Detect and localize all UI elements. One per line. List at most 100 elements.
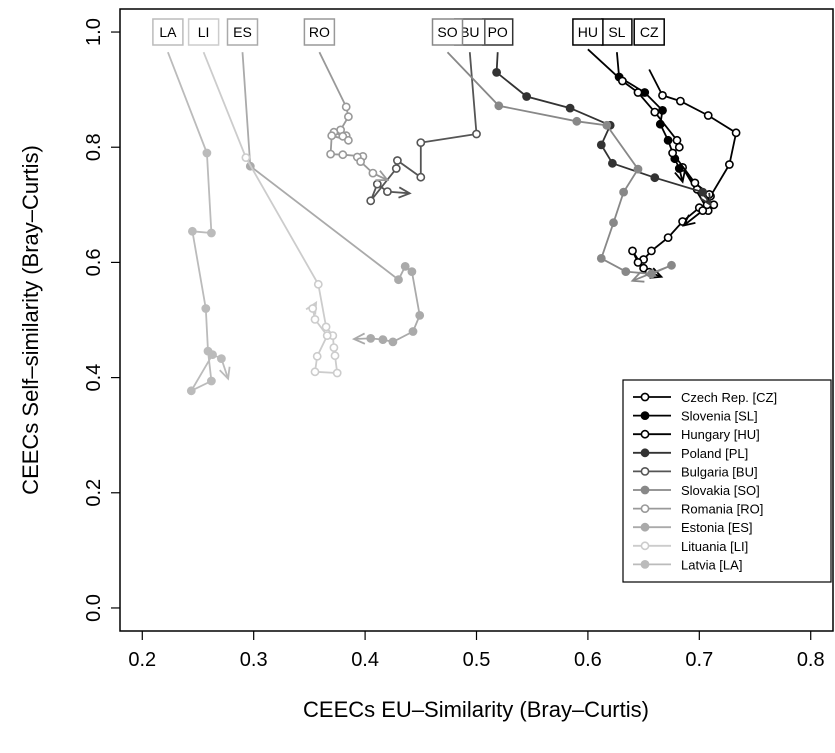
series-point	[338, 150, 348, 160]
legend-entry-po: Poland [PL]	[633, 446, 748, 461]
series-layer	[167, 48, 741, 396]
series-point	[391, 164, 401, 173]
legend-label: Slovakia [SO]	[681, 483, 760, 498]
country-tag-sl: SL	[601, 18, 633, 46]
series-po	[492, 52, 712, 207]
x-tick-label: 0.6	[574, 649, 602, 671]
series-line	[495, 52, 712, 206]
series-point	[343, 112, 353, 122]
series-point	[321, 322, 331, 332]
series-point	[472, 129, 481, 139]
y-tick-label: 0.6	[83, 249, 105, 277]
legend-entry-li: Lituania [LI]	[633, 539, 748, 554]
series-point	[698, 206, 708, 215]
series-point	[202, 148, 212, 158]
legend-frame	[622, 379, 832, 583]
series-la	[167, 51, 231, 396]
legend-marker	[640, 448, 650, 458]
series-point	[633, 164, 643, 174]
series-point	[206, 376, 216, 386]
series-point	[663, 135, 673, 145]
series-point	[633, 257, 643, 267]
country-tag-label: LA	[159, 24, 177, 40]
series-point	[187, 226, 197, 236]
x-tick-label: 0.2	[128, 649, 156, 671]
series-point	[329, 343, 339, 352]
series-point	[343, 135, 353, 145]
country-tag-po: PO	[481, 18, 514, 46]
country-tag-label: SO	[437, 24, 457, 40]
series-arrow	[375, 170, 390, 182]
country-tag-so: SO	[431, 18, 464, 46]
series-point	[674, 164, 684, 173]
series-point	[703, 111, 713, 120]
y-axis-title: CEECs Self–similarity (Bray–Curtis)	[18, 145, 43, 495]
country-tag-hu: HU	[572, 18, 604, 46]
y-tick-label: 0.0	[83, 594, 105, 622]
country-tag-label: HU	[578, 24, 598, 40]
series-point	[366, 333, 376, 343]
series-point	[415, 310, 425, 320]
series-so	[446, 51, 676, 283]
series-arrow	[674, 169, 686, 184]
legend-label: Hungary [HU]	[681, 427, 760, 442]
series-point	[658, 106, 667, 115]
series-point	[492, 68, 501, 77]
legend-marker	[640, 466, 650, 476]
series-point	[407, 267, 417, 276]
legend-label: Estonia [ES]	[681, 520, 753, 535]
legend-label: Romania [RO]	[681, 502, 763, 517]
legend-entry-cz: Czech Rep. [CZ]	[633, 390, 777, 405]
x-tick-label: 0.3	[240, 649, 268, 671]
series-arrow	[699, 192, 712, 207]
series-point	[416, 172, 426, 182]
x-tick-label: 0.4	[351, 649, 379, 671]
y-tick-label: 0.4	[83, 364, 105, 392]
series-point	[572, 116, 582, 126]
series-point	[341, 102, 351, 112]
series-point	[596, 253, 606, 263]
series-point	[731, 128, 741, 138]
series-point	[663, 233, 673, 242]
legend-label: Bulgaria [BU]	[681, 464, 758, 479]
series-point	[674, 142, 684, 152]
series-point	[647, 246, 656, 256]
series-point	[658, 91, 667, 100]
series-point	[332, 368, 342, 378]
series-point	[628, 246, 637, 256]
country-tag-label: ES	[233, 24, 252, 40]
series-point	[366, 196, 376, 206]
series-point	[312, 351, 322, 361]
legend-entry-ro: Romania [RO]	[633, 502, 763, 517]
country-tag-box	[601, 18, 633, 46]
legend-entry-sl: Slovenia [SL]	[633, 409, 758, 424]
series-point	[522, 92, 531, 101]
y-tick-label: 1.0	[83, 18, 105, 46]
series-point	[667, 260, 676, 270]
country-tag-li: LI	[187, 18, 220, 46]
country-tag-box	[633, 18, 665, 46]
legend-marker	[640, 560, 650, 569]
series-point	[378, 335, 388, 344]
series-point	[330, 351, 340, 361]
country-tag-box	[226, 18, 259, 46]
series-point	[388, 337, 398, 347]
series-point	[698, 187, 708, 197]
series-arrow	[351, 332, 366, 345]
x-tick-label: 0.8	[797, 649, 825, 671]
series-point	[241, 153, 251, 162]
legend-entry-la: Latvia [LA]	[633, 557, 742, 572]
series-point	[650, 173, 660, 183]
series-point	[400, 261, 410, 271]
series-point	[668, 148, 677, 158]
series-arrow	[630, 271, 645, 283]
series-arrow	[219, 366, 231, 381]
series-point	[621, 267, 631, 276]
y-tick-label: 0.2	[83, 479, 105, 507]
series-point	[633, 88, 643, 97]
series-li	[202, 51, 342, 378]
series-bu	[366, 52, 481, 206]
legend-marker	[640, 392, 650, 402]
series-point	[690, 178, 700, 188]
